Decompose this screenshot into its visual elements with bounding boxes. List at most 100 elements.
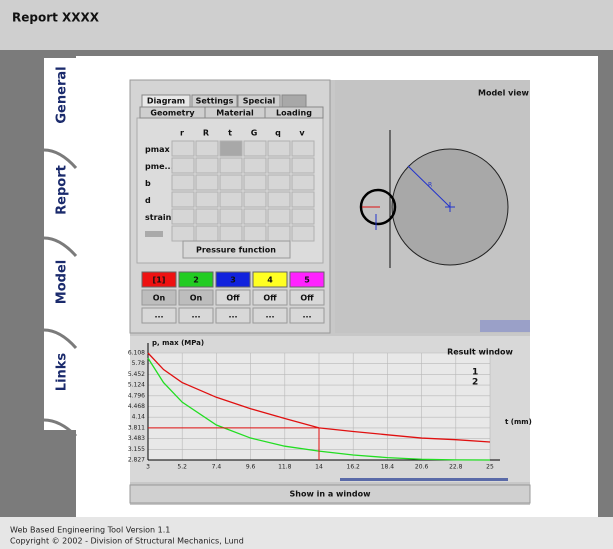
grid-cell[interactable] xyxy=(171,140,195,157)
grid-cell[interactable] xyxy=(291,208,315,225)
series-button[interactable] xyxy=(289,271,325,288)
state-button[interactable] xyxy=(215,289,251,306)
grid-cell[interactable] xyxy=(243,208,267,225)
x-axis-label: t (mm) xyxy=(505,418,532,426)
row-label: d xyxy=(145,196,151,205)
state-label: On xyxy=(190,294,203,303)
y-tick-label: 4.468 xyxy=(128,403,145,410)
grid-cell[interactable] xyxy=(267,140,291,157)
y-tick-label: 4.796 xyxy=(128,392,145,399)
model-view-title: Model view xyxy=(478,89,530,98)
nav-tab[interactable]: Report xyxy=(55,165,70,215)
chart-title: Result window xyxy=(447,348,513,357)
series-button-label: 4 xyxy=(267,276,273,285)
y-tick-label: 5.78 xyxy=(132,360,146,367)
grid-cell[interactable] xyxy=(291,157,315,174)
state-button[interactable] xyxy=(289,289,325,306)
row-label: pme... xyxy=(145,162,174,171)
x-tick-label: 7.4 xyxy=(212,464,222,471)
more-button[interactable] xyxy=(141,307,177,324)
scrollbar xyxy=(340,478,508,481)
more-button[interactable] xyxy=(252,307,288,324)
x-tick-label: 20.6 xyxy=(415,464,429,471)
more-label: ... xyxy=(228,311,237,320)
grid-cell[interactable] xyxy=(267,174,291,191)
grid-cell[interactable] xyxy=(243,140,267,157)
grid-cell[interactable] xyxy=(195,208,219,225)
row-label: pmax xyxy=(145,145,170,154)
series-button[interactable] xyxy=(141,271,177,288)
grid-cell[interactable] xyxy=(219,140,243,157)
grid-cell[interactable] xyxy=(267,191,291,208)
state-button[interactable] xyxy=(141,289,177,306)
grid-cell[interactable] xyxy=(219,191,243,208)
state-button[interactable] xyxy=(178,289,214,306)
y-tick-label: 3.155 xyxy=(128,446,145,453)
grid-cell[interactable] xyxy=(243,191,267,208)
grid-cell[interactable] xyxy=(171,191,195,208)
footer-bar xyxy=(0,517,613,549)
grid-cell[interactable] xyxy=(267,225,291,242)
grid-cell[interactable] xyxy=(195,174,219,191)
series-button-label: 3 xyxy=(230,276,236,285)
column-header: t xyxy=(228,129,232,138)
grid-cell[interactable] xyxy=(291,225,315,242)
column-header: q xyxy=(275,129,281,138)
grid-cell[interactable] xyxy=(267,157,291,174)
grid-cell[interactable] xyxy=(291,191,315,208)
grid-cell[interactable] xyxy=(171,225,195,242)
y-tick-label: 2.827 xyxy=(128,457,145,464)
x-tick-label: 16.2 xyxy=(347,464,361,471)
grid-cell[interactable] xyxy=(195,225,219,242)
pressure-button[interactable] xyxy=(182,240,291,259)
grid-cell[interactable] xyxy=(219,208,243,225)
series-line xyxy=(147,357,491,461)
grid-cell[interactable] xyxy=(195,157,219,174)
grid-cell[interactable] xyxy=(291,140,315,157)
small-circle xyxy=(359,188,397,226)
series-button-label: 2 xyxy=(193,276,199,285)
grid-cell[interactable] xyxy=(219,174,243,191)
pressure-button-label: Pressure function xyxy=(196,246,276,255)
more-button[interactable] xyxy=(215,307,251,324)
nav-tab[interactable]: General xyxy=(55,66,70,123)
series-button[interactable] xyxy=(178,271,214,288)
x-tick-label: 18.4 xyxy=(381,464,395,471)
grid-cell[interactable] xyxy=(219,225,243,242)
more-label: ... xyxy=(265,311,274,320)
grid-cell[interactable] xyxy=(195,191,219,208)
series-button[interactable] xyxy=(252,271,288,288)
radius-label: R xyxy=(428,182,432,189)
grid-cell[interactable] xyxy=(243,174,267,191)
grid-cell[interactable] xyxy=(243,157,267,174)
show-window-label: Show in a window xyxy=(290,490,372,499)
x-tick-label: 3 xyxy=(146,464,150,471)
nav-tab[interactable]: Links xyxy=(55,353,70,392)
more-label: ... xyxy=(191,311,200,320)
grid-cell[interactable] xyxy=(195,140,219,157)
grid-cell[interactable] xyxy=(291,174,315,191)
row-label: b xyxy=(145,179,151,188)
blurred-label xyxy=(145,231,163,237)
state-label: Off xyxy=(263,294,277,303)
grid-cell[interactable] xyxy=(219,157,243,174)
series-line xyxy=(147,352,491,443)
grid-cell[interactable] xyxy=(243,225,267,242)
grid-cell[interactable] xyxy=(171,174,195,191)
blurred-tab xyxy=(281,94,307,108)
show-window-button[interactable] xyxy=(129,484,531,504)
series-button[interactable] xyxy=(215,271,251,288)
x-tick-label: 9.6 xyxy=(246,464,256,471)
nav-tab[interactable]: Model xyxy=(55,260,70,304)
grid-cell[interactable] xyxy=(171,157,195,174)
more-button[interactable] xyxy=(178,307,214,324)
panel-tab[interactable] xyxy=(264,106,324,119)
more-button[interactable] xyxy=(289,307,325,324)
state-button[interactable] xyxy=(252,289,288,306)
grid-cell[interactable] xyxy=(171,208,195,225)
header-title: Report XXXX xyxy=(12,11,100,25)
panel-tab-label: Material xyxy=(216,109,254,118)
grid-cell[interactable] xyxy=(267,208,291,225)
state-label: Off xyxy=(300,294,314,303)
